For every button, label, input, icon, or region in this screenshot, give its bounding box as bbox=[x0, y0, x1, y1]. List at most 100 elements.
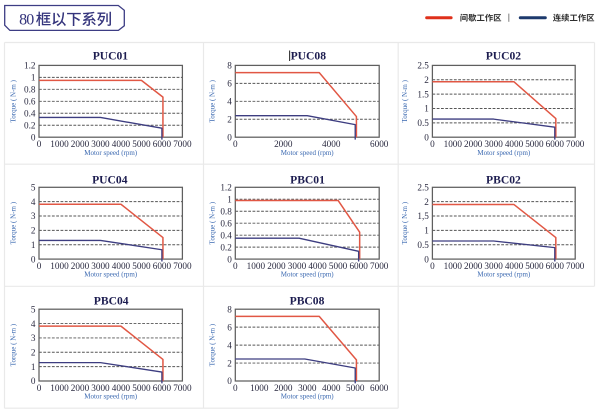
svg-text:0.5: 0.5 bbox=[417, 240, 429, 250]
svg-text:Torque ( N-m ): Torque ( N-m ) bbox=[10, 79, 18, 122]
svg-text:Motor speed (rpm): Motor speed (rpm) bbox=[84, 149, 138, 157]
svg-text:PUC02: PUC02 bbox=[486, 50, 522, 63]
svg-text:Torque ( N-m ): Torque ( N-m ) bbox=[401, 79, 409, 122]
svg-text:2000: 2000 bbox=[274, 383, 293, 393]
svg-text:5000: 5000 bbox=[132, 139, 151, 149]
svg-text:2: 2 bbox=[31, 347, 36, 357]
svg-text:4000: 4000 bbox=[505, 261, 524, 271]
svg-text:2: 2 bbox=[227, 358, 232, 368]
svg-text:0: 0 bbox=[424, 254, 429, 264]
svg-text:0.5: 0.5 bbox=[417, 118, 429, 128]
svg-text:0.2: 0.2 bbox=[220, 242, 232, 252]
svg-text:5000: 5000 bbox=[525, 139, 544, 149]
svg-text:6000: 6000 bbox=[153, 261, 172, 271]
svg-text:0: 0 bbox=[31, 254, 36, 264]
svg-text:3: 3 bbox=[31, 333, 36, 343]
svg-text:4000: 4000 bbox=[505, 139, 524, 149]
svg-text:PBC08: PBC08 bbox=[290, 295, 325, 308]
svg-text:Motor speed (rpm): Motor speed (rpm) bbox=[84, 271, 138, 279]
svg-text:0: 0 bbox=[37, 261, 42, 271]
svg-text:5000: 5000 bbox=[525, 261, 544, 271]
svg-text:3: 3 bbox=[31, 211, 36, 221]
svg-text:1: 1 bbox=[31, 240, 36, 250]
svg-text:4000: 4000 bbox=[112, 383, 131, 393]
svg-text:PUC01: PUC01 bbox=[93, 50, 129, 63]
svg-text:Torque ( N-m ): Torque ( N-m ) bbox=[208, 201, 216, 244]
svg-text:1.5: 1.5 bbox=[417, 89, 429, 99]
svg-text:2: 2 bbox=[31, 226, 36, 236]
svg-text:1000: 1000 bbox=[50, 383, 69, 393]
svg-text:Torque ( N-m ): Torque ( N-m ) bbox=[10, 323, 18, 366]
svg-text:4000: 4000 bbox=[112, 261, 131, 271]
svg-text:6000: 6000 bbox=[153, 383, 172, 393]
svg-text:2000: 2000 bbox=[464, 139, 483, 149]
svg-text:80: 80 bbox=[19, 12, 34, 29]
svg-text:5000: 5000 bbox=[132, 383, 151, 393]
svg-text:1000: 1000 bbox=[50, 261, 69, 271]
svg-text:1: 1 bbox=[31, 362, 36, 372]
svg-text:3000: 3000 bbox=[298, 383, 317, 393]
svg-text:Torque ( N-m ): Torque ( N-m ) bbox=[208, 323, 216, 366]
svg-text:0: 0 bbox=[233, 383, 238, 393]
svg-text:3000: 3000 bbox=[91, 139, 110, 149]
svg-text:6000: 6000 bbox=[370, 139, 389, 149]
svg-text:2000: 2000 bbox=[267, 261, 286, 271]
svg-text:1000: 1000 bbox=[247, 261, 266, 271]
svg-text:8: 8 bbox=[227, 61, 232, 71]
svg-text:0: 0 bbox=[227, 132, 232, 142]
svg-text:Torque ( N-m ): Torque ( N-m ) bbox=[401, 201, 409, 244]
svg-text:Torque ( N-m ): Torque ( N-m ) bbox=[10, 201, 18, 244]
svg-text:0: 0 bbox=[37, 139, 42, 149]
svg-text:6000: 6000 bbox=[370, 383, 389, 393]
svg-text:3000: 3000 bbox=[91, 383, 110, 393]
svg-text:0: 0 bbox=[430, 139, 435, 149]
svg-text:0.6: 0.6 bbox=[24, 97, 36, 107]
svg-text:0: 0 bbox=[227, 376, 232, 386]
svg-text:3000: 3000 bbox=[484, 261, 503, 271]
svg-text:2000: 2000 bbox=[464, 261, 483, 271]
svg-text:2.5: 2.5 bbox=[417, 61, 429, 71]
svg-text:0: 0 bbox=[233, 261, 238, 271]
svg-text:1,5: 1,5 bbox=[417, 211, 429, 221]
svg-text:2000: 2000 bbox=[71, 261, 90, 271]
svg-text:0: 0 bbox=[31, 376, 36, 386]
svg-text:0.8: 0.8 bbox=[24, 85, 36, 95]
svg-text:0.4: 0.4 bbox=[24, 108, 36, 118]
svg-text:7000: 7000 bbox=[566, 139, 585, 149]
svg-text:Motor speed (rpm): Motor speed (rpm) bbox=[281, 149, 335, 157]
svg-text:0.6: 0.6 bbox=[220, 218, 232, 228]
svg-text:7000: 7000 bbox=[173, 139, 192, 149]
svg-text:4: 4 bbox=[227, 340, 232, 350]
svg-text:6000: 6000 bbox=[153, 139, 172, 149]
svg-text:4000: 4000 bbox=[322, 383, 341, 393]
svg-text:6000: 6000 bbox=[546, 261, 565, 271]
svg-text:Motor speed (rpm): Motor speed (rpm) bbox=[477, 149, 531, 157]
svg-text:4: 4 bbox=[31, 197, 36, 207]
svg-text:PBC04: PBC04 bbox=[94, 295, 129, 308]
svg-text:1: 1 bbox=[424, 226, 429, 236]
svg-text:2000: 2000 bbox=[71, 139, 90, 149]
svg-text:6000: 6000 bbox=[349, 261, 368, 271]
svg-text:Motor speed (rpm): Motor speed (rpm) bbox=[281, 271, 335, 279]
svg-text:1000: 1000 bbox=[50, 139, 69, 149]
svg-text:2000: 2000 bbox=[274, 139, 293, 149]
svg-text:0.2: 0.2 bbox=[24, 120, 36, 130]
svg-text:0.8: 0.8 bbox=[220, 206, 232, 216]
svg-text:Motor speed (rpm): Motor speed (rpm) bbox=[477, 271, 531, 279]
svg-text:6000: 6000 bbox=[546, 139, 565, 149]
svg-text:5: 5 bbox=[31, 304, 36, 314]
svg-text:PBC02: PBC02 bbox=[486, 174, 521, 187]
svg-text:6: 6 bbox=[227, 79, 232, 89]
svg-text:3000: 3000 bbox=[91, 261, 110, 271]
svg-text:Torque ( N-m ): Torque ( N-m ) bbox=[208, 79, 216, 122]
svg-text:0: 0 bbox=[233, 139, 238, 149]
svg-text:0.4: 0.4 bbox=[220, 230, 232, 240]
svg-text:4000: 4000 bbox=[322, 139, 341, 149]
svg-text:7000: 7000 bbox=[173, 383, 192, 393]
svg-text:0: 0 bbox=[227, 254, 232, 264]
svg-text:3000: 3000 bbox=[484, 139, 503, 149]
svg-text:PUC04: PUC04 bbox=[92, 174, 128, 187]
svg-text:1: 1 bbox=[227, 194, 232, 204]
svg-text:1: 1 bbox=[31, 73, 36, 83]
svg-text:7000: 7000 bbox=[566, 261, 585, 271]
